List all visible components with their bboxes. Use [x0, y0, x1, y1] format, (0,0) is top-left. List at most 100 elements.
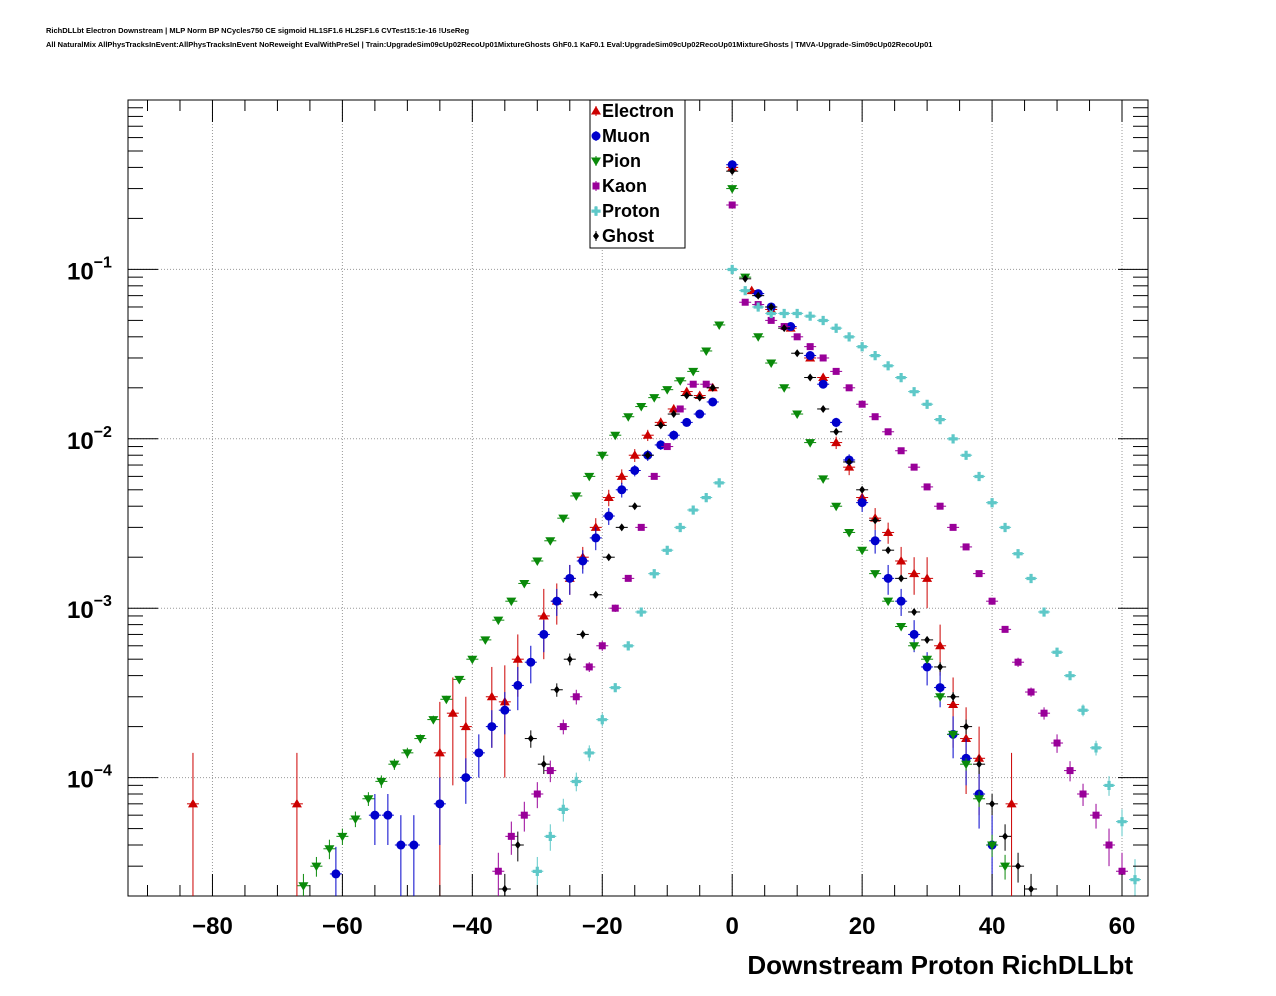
pion-point [636, 403, 647, 412]
muon-point [435, 799, 445, 809]
kaon-point [988, 597, 996, 605]
y-tick-exponent: −1 [94, 254, 112, 271]
proton-point [1130, 875, 1140, 885]
kaon-point [611, 604, 619, 612]
pion-point [363, 795, 374, 804]
pion-point [987, 841, 998, 851]
kaon-point [832, 367, 840, 375]
kaon-point [975, 570, 983, 578]
pion-point [766, 359, 777, 369]
proton-point [714, 478, 724, 488]
kaon-point [871, 413, 879, 421]
ghost-point [618, 523, 625, 532]
pion-point [831, 502, 842, 512]
proton-point [818, 315, 828, 326]
muon-point [487, 722, 497, 732]
proton-point [1000, 522, 1010, 533]
ghost-point [514, 841, 521, 850]
kaon-point [494, 867, 502, 875]
electron-point [935, 640, 946, 650]
ghost-point [794, 349, 801, 358]
muon-point [922, 662, 932, 672]
electron-point [291, 798, 302, 808]
legend-marker-electron [591, 106, 601, 115]
ghost-point [592, 590, 599, 599]
x-tick-label: −20 [582, 913, 623, 940]
series-layer [186, 160, 1142, 896]
kaon-point [793, 333, 801, 341]
kaon-point [884, 428, 892, 436]
proton-point [610, 683, 620, 693]
kaon-point [507, 832, 515, 840]
electron-point [187, 798, 198, 808]
legend-marker-kaon [592, 182, 600, 190]
proton-point [558, 804, 568, 814]
y-tick-label: 10−1 [67, 254, 112, 285]
pion-point [428, 716, 439, 725]
x-tick-label: 0 [726, 913, 739, 940]
pion-point [610, 431, 621, 441]
ghost-point [807, 373, 814, 382]
muon-point [630, 465, 640, 475]
pion-point [454, 675, 465, 685]
pion-point [545, 537, 556, 546]
series-muon [329, 160, 999, 896]
pion-point [623, 413, 634, 422]
muon-point [383, 810, 393, 820]
muon-point [370, 810, 380, 820]
series-kaon [492, 201, 1129, 896]
legend-label-proton: Proton [602, 201, 660, 221]
kaon-point [598, 642, 606, 650]
pion-point [922, 655, 933, 665]
header-line-2: All NaturalMix AllPhysTracksInEvent:AllP… [46, 40, 933, 49]
muon-point [656, 440, 666, 450]
y-tick-base: 10 [67, 428, 94, 455]
muon-point [591, 533, 601, 543]
pion-point [584, 472, 595, 482]
grid-layer [128, 100, 1148, 896]
proton-point [792, 308, 802, 319]
pion-point [558, 514, 569, 524]
x-tick-label: 40 [979, 913, 1006, 940]
pion-point [298, 882, 309, 891]
electron-point [590, 522, 601, 531]
kaon-point [637, 523, 645, 531]
y-tick-label: 10−4 [67, 763, 112, 794]
muon-point [896, 596, 906, 606]
proton-point [623, 641, 633, 651]
electron-point [486, 691, 497, 701]
muon-point [565, 573, 575, 583]
ghost-point [1002, 832, 1009, 841]
legend-label-ghost: Ghost [602, 226, 654, 246]
electron-point [681, 386, 692, 396]
ghost-point [1015, 862, 1022, 871]
legend-marker-ghost [593, 232, 599, 240]
ghost-point [833, 427, 840, 436]
pion-point [480, 636, 491, 645]
muon-point [409, 840, 419, 850]
pion-point [844, 528, 855, 538]
muon-point [831, 417, 841, 427]
ghost-point [742, 274, 749, 283]
kaon-point [949, 523, 957, 531]
legend: Electron Muon Pion Kaon Proton Ghost [589, 99, 686, 249]
pion-point [324, 845, 335, 854]
ghost-point [937, 662, 944, 671]
electron-point [538, 610, 549, 620]
x-tick-label: 60 [1109, 913, 1136, 940]
kaon-point [650, 472, 658, 480]
pion-point [571, 492, 582, 501]
pion-point [1000, 862, 1011, 872]
ghost-point [768, 302, 775, 311]
kaon-point [806, 343, 814, 351]
ghost-point [605, 553, 612, 562]
pion-point [857, 546, 868, 556]
proton-point [870, 351, 880, 361]
proton-point [740, 286, 750, 296]
y-tick-exponent: −3 [94, 593, 112, 610]
proton-point [779, 308, 789, 319]
pion-point [649, 394, 660, 403]
electron-point [883, 527, 894, 536]
legend-label-muon: Muon [602, 126, 650, 146]
proton-point [1117, 817, 1127, 827]
